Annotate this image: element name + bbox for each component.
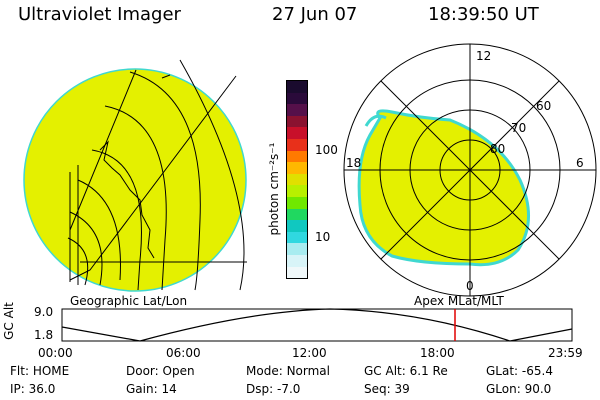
status-dsp: Dsp: -7.0 [246, 382, 301, 396]
colorbar-swatch [287, 150, 307, 163]
time-tick-0000: 00:00 [38, 346, 73, 360]
app-title: Ultraviolet Imager [18, 4, 181, 25]
colorbar-swatch [287, 196, 307, 209]
mlat-label-70: 70 [511, 121, 526, 135]
colorbar-swatch [287, 185, 307, 197]
time-tick-1200: 12:00 [292, 346, 327, 360]
geographic-image: 12 18 6 0 60 70 80 [23, 43, 597, 297]
mlat-label-60: 60 [536, 99, 551, 113]
mlat-label-80: 80 [490, 142, 505, 156]
apex-label: Apex MLat/MLT [414, 294, 504, 308]
colorbar-swatch [287, 266, 307, 279]
colorbar-swatch [287, 220, 307, 232]
polar-grid [344, 44, 596, 296]
colorbar-unit-label: photon cm⁻²s⁻¹ [267, 142, 281, 236]
altitude-plot [61, 308, 573, 342]
status-glon: GLon: 90.0 [486, 382, 552, 396]
colorbar-swatch [287, 127, 307, 139]
status-mode: Mode: Normal [246, 364, 330, 378]
time-tick-2359: 23:59 [548, 346, 583, 360]
colorbar-swatch [287, 92, 307, 105]
colorbar-tick-100: 100 [315, 143, 338, 157]
mlt-label-0: 0 [466, 279, 474, 293]
colorbar-swatch [287, 173, 307, 186]
altitude-tick-9: 9.0 [34, 305, 54, 319]
altitude-y-label: GC Alt [1, 302, 16, 340]
altitude-tick-1_8: 1.8 [34, 328, 54, 342]
geographic-label: Geographic Lat/Lon [70, 294, 188, 308]
status-ip: IP: 36.0 [10, 382, 56, 396]
colorbar-swatch [287, 231, 307, 244]
mlt-label-6: 6 [576, 156, 584, 170]
colorbar-tick-10: 10 [315, 230, 331, 244]
geographic-grid-lines [67, 59, 247, 291]
time-tick-0600: 06:00 [166, 346, 201, 360]
geographic-emission-disk [23, 68, 247, 292]
mlt-label-12: 12 [476, 49, 491, 63]
status-seq: Seq: 39 [364, 382, 410, 396]
time-tick-1800: 18:00 [420, 346, 455, 360]
status-glat: GLat: -65.4 [486, 364, 553, 378]
colorbar-swatch [287, 104, 307, 116]
colorbar-swatch [287, 115, 307, 128]
colorbar-swatch [287, 162, 307, 174]
colorbar-swatch [287, 81, 307, 93]
date-readout: 27 Jun 07 [272, 4, 358, 25]
colorbar-swatch [287, 243, 307, 255]
status-door: Door: Open [126, 364, 195, 378]
colorbar-swatch [287, 138, 307, 151]
status-gain: Gain: 14 [126, 382, 177, 396]
mlt-label-18: 18 [346, 156, 361, 170]
colorbar [286, 80, 308, 279]
time-readout: 18:39:50 UT [428, 4, 539, 25]
altitude-curve [61, 308, 573, 342]
status-gc-alt: GC Alt: 6.1 Re [364, 364, 448, 378]
colorbar-swatch [287, 208, 307, 221]
colorbar-swatch [287, 254, 307, 267]
status-flt: Flt: HOME [10, 364, 70, 378]
